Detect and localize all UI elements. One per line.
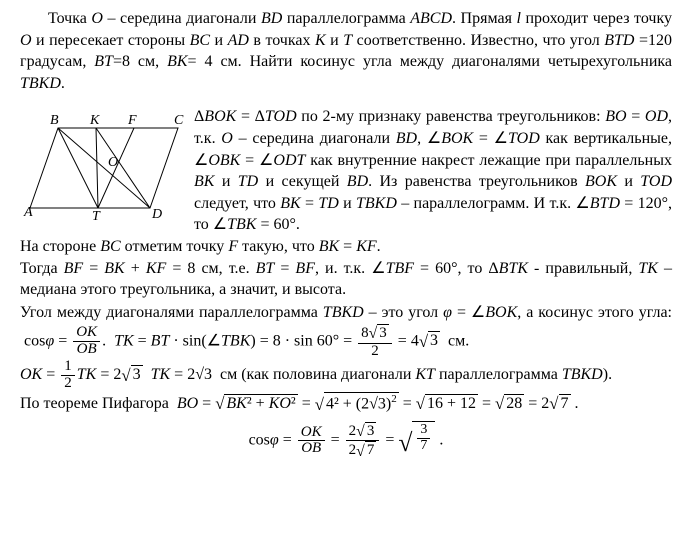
frac-num: 2√3 bbox=[346, 422, 380, 441]
solution-para-3: Тогда BF = BK + KF = 8 см, т.е. BT = BF,… bbox=[20, 258, 672, 301]
sqrt-step4: √28 bbox=[495, 392, 524, 417]
frac-den: 2 bbox=[358, 343, 392, 360]
frac-final-2: 2√3 2√7 bbox=[346, 422, 380, 461]
page: Точка O – середина диагонали BD параллел… bbox=[0, 0, 692, 536]
problem-statement: Точка O – середина диагонали BD параллел… bbox=[20, 8, 672, 94]
sqrt-step2: √4² + (2√3)2 bbox=[315, 392, 399, 417]
label-o: O bbox=[108, 155, 118, 170]
frac-num: 8√3 bbox=[358, 324, 392, 343]
final-equation: cosφ = OK OB = 2√3 2√7 = √ 3 7 . bbox=[20, 421, 672, 461]
label-a: A bbox=[23, 205, 33, 220]
diagram-svg: A B C D K F T O bbox=[20, 108, 188, 226]
sqrt7: √7 bbox=[549, 392, 570, 417]
frac-8rt3-2: 8√3 2 bbox=[358, 324, 392, 360]
label-t: T bbox=[92, 209, 101, 224]
sqrt-final: √ 3 7 bbox=[398, 421, 435, 461]
frac-num: OK bbox=[73, 325, 100, 341]
frac-num: 3 bbox=[417, 423, 430, 438]
solution-para-4: Угол между диагоналями параллелограмма T… bbox=[20, 301, 672, 360]
sqrt-step1: √BK² + KO² bbox=[215, 392, 298, 417]
solution-para-6: По теореме Пифагора BO = √BK² + KO² = √4… bbox=[20, 392, 672, 417]
para5-tail: TK = 2√3 см (как половина диагонали KT п… bbox=[151, 366, 612, 383]
solution-continued: На стороне BC отметим точку F такую, что… bbox=[20, 236, 672, 461]
problem-text: Точка O – середина диагонали BD параллел… bbox=[20, 10, 672, 92]
line-kt bbox=[96, 128, 98, 208]
label-b: B bbox=[50, 113, 59, 128]
frac-final-1: OK OB bbox=[298, 425, 325, 458]
sqrt-step3: √16 + 12 bbox=[416, 392, 478, 417]
frac-den: 7 bbox=[417, 438, 430, 454]
frac-den: 2 bbox=[61, 375, 75, 392]
segment-bt bbox=[58, 128, 98, 208]
solution-para-5: OK = 1 2 TK = 2√3 TK = 2√3 см (как полов… bbox=[20, 359, 672, 392]
frac-den: 2√7 bbox=[346, 440, 380, 460]
frac-num: 1 bbox=[61, 359, 75, 375]
label-k: K bbox=[89, 113, 100, 128]
solution-para-2: На стороне BC отметим точку F такую, что… bbox=[20, 236, 672, 258]
para4-text: Угол между диагоналями параллелограмма T… bbox=[20, 304, 672, 321]
label-f: F bbox=[127, 113, 137, 128]
frac-den: OB bbox=[298, 440, 325, 457]
solution-block: A B C D K F T O ΔBOK = ΔTOD по 2-му приз… bbox=[20, 106, 672, 236]
frac-den: OB bbox=[73, 341, 100, 358]
geometry-diagram: A B C D K F T O bbox=[20, 108, 188, 226]
sqrt3b: √3 bbox=[121, 363, 142, 388]
para6-text: По теореме Пифагора bbox=[20, 395, 169, 412]
sqrt3: √3 bbox=[419, 329, 440, 354]
label-c: C bbox=[174, 113, 184, 128]
frac-ok-ob: OK OB bbox=[73, 325, 100, 358]
frac-num: OK bbox=[298, 425, 325, 441]
frac-half: 1 2 bbox=[61, 359, 75, 392]
label-d: D bbox=[151, 207, 162, 222]
